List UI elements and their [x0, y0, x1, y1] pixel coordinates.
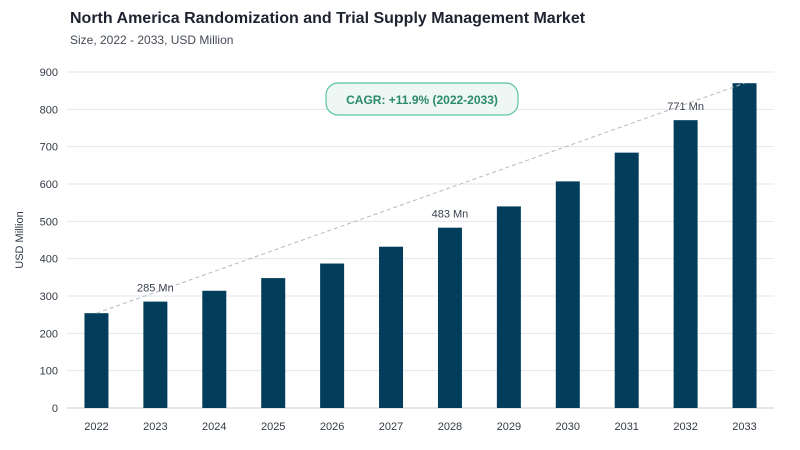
x-tick-label: 2023	[143, 421, 167, 433]
y-tick-label: 700	[40, 142, 58, 154]
chart-subtitle: Size, 2022 - 2033, USD Million	[70, 33, 234, 47]
x-tick-label: 2030	[556, 421, 580, 433]
y-tick-label: 400	[40, 254, 58, 266]
x-tick-label: 2022	[84, 421, 108, 433]
cagr-badge	[325, 82, 519, 116]
x-tick-label: 2028	[438, 421, 462, 433]
chart-title: North America Randomization and Trial Su…	[70, 10, 586, 27]
x-tick-label: 2025	[261, 421, 285, 433]
y-tick-label: 300	[40, 291, 58, 303]
y-axis-label: USD Million	[14, 211, 26, 268]
x-tick-label: 2029	[497, 421, 521, 433]
y-tick-label: 0	[52, 403, 58, 415]
bar-2026	[320, 263, 345, 408]
x-tick-label: 2026	[320, 421, 344, 433]
cagr-label: CAGR: +11.9% (2022-2033)	[346, 93, 498, 107]
bar-2027	[379, 246, 404, 408]
data-label: 483 Mn	[432, 209, 469, 221]
data-label: 771 Mn	[667, 101, 704, 113]
bar-2029	[496, 206, 521, 408]
x-tick-label: 2024	[202, 421, 226, 433]
y-tick-label: 200	[40, 328, 58, 340]
x-tick-label: 2033	[732, 421, 756, 433]
bar-2030	[555, 181, 580, 408]
x-tick-label: 2027	[379, 421, 403, 433]
bar-2033	[732, 83, 757, 408]
y-tick-label: 600	[40, 179, 58, 191]
bar-2032	[673, 120, 698, 408]
x-tick-label: 2032	[673, 421, 697, 433]
y-tick-label: 500	[40, 216, 58, 228]
y-tick-label: 800	[40, 104, 58, 116]
trend-line	[96, 82, 745, 314]
bar-2022	[84, 313, 109, 408]
y-tick-label: 100	[40, 366, 58, 378]
bar-2028	[437, 227, 462, 408]
data-label: 285 Mn	[137, 283, 174, 295]
y-tick-label: 900	[40, 67, 58, 79]
bar-2023	[143, 301, 168, 408]
bar-2024	[202, 290, 227, 408]
bar-2025	[261, 278, 286, 408]
bar-2031	[614, 152, 639, 408]
x-tick-label: 2031	[614, 421, 638, 433]
